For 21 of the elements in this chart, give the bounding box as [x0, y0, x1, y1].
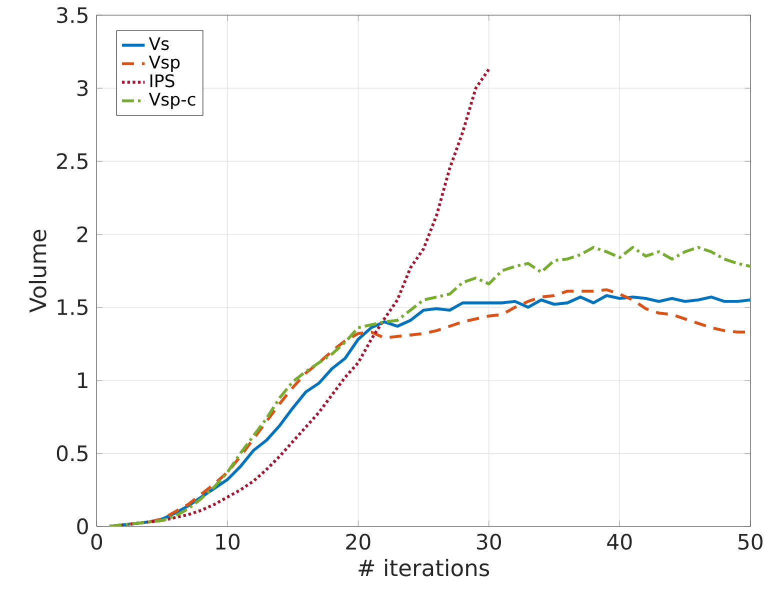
line-series [108, 246, 750, 526]
y-tick-label: 2 [77, 226, 88, 242]
x-tick-label: 40 [607, 534, 632, 550]
y-tick-label: 1 [78, 372, 88, 388]
x-axis-title: # iterations [358, 558, 490, 576]
y-axis-title: Volume [28, 230, 46, 313]
x-tick-label: 30 [477, 534, 502, 550]
y-tick-label: 3.5 [57, 7, 88, 24]
y-tick-label: 3 [77, 80, 88, 96]
y-tick-label: 2.5 [57, 153, 88, 170]
legend-label: Vsp [148, 56, 180, 72]
legend-label: IPS [150, 74, 174, 88]
x-tick-label: 50 [738, 534, 762, 550]
legend-label: Vsp-c [148, 92, 196, 110]
x-tick-label: 20 [346, 534, 370, 550]
x-tick-label: 10 [216, 534, 240, 550]
x-tick-label: 0 [91, 534, 102, 550]
y-tick-label: 0 [77, 518, 88, 534]
legend-label: Vs [148, 37, 169, 50]
y-tick-label: 1.5 [58, 299, 88, 316]
y-tick-label: 0.5 [56, 445, 88, 462]
